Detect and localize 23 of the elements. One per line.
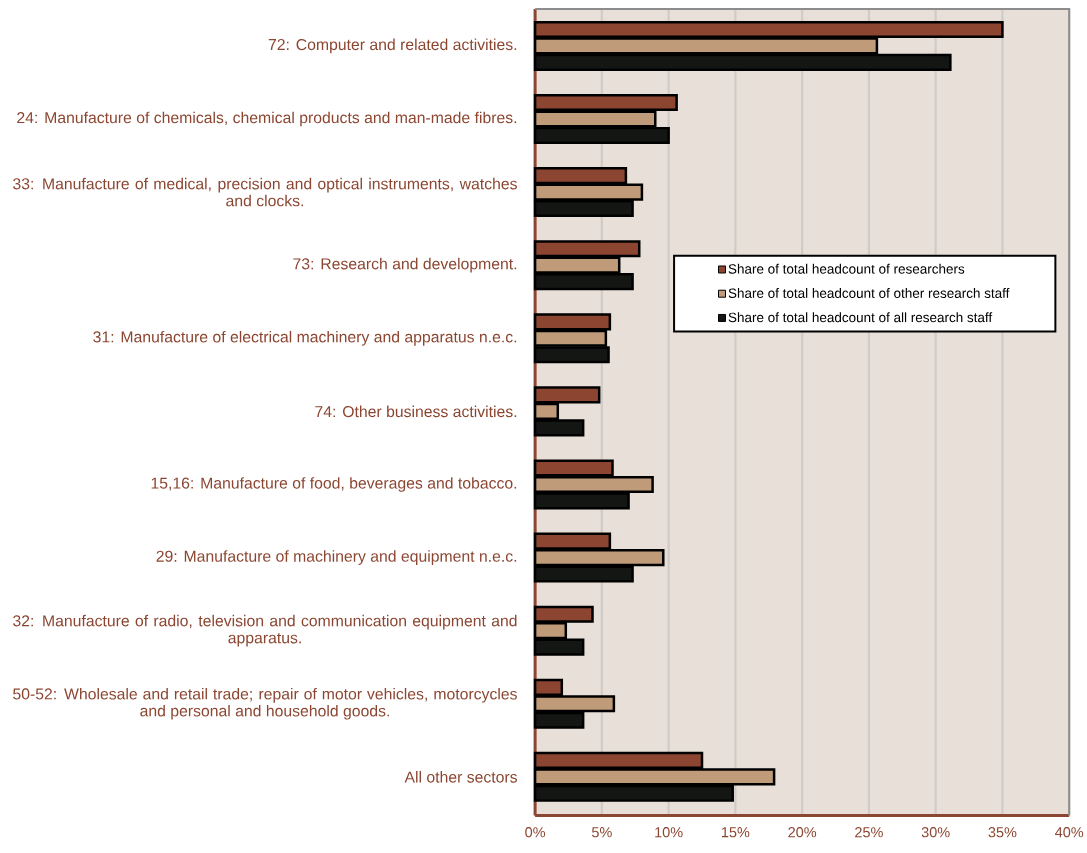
- y-tick-label: 73: Research and development.: [293, 258, 517, 273]
- legend-label: Share of total headcount of other research staff: [728, 288, 1010, 299]
- legend-label: Share of total headcount of researchers: [728, 264, 965, 274]
- x-tick-label: 5%: [591, 827, 612, 838]
- y-tick-label: 74: Other business activities.: [315, 405, 517, 418]
- x-tick-label: 15%: [721, 827, 750, 838]
- y-tick-label: 72: Computer and related activities.: [268, 38, 517, 54]
- x-tick-label: 10%: [655, 827, 683, 838]
- x-tick-label: 20%: [788, 827, 817, 838]
- y-tick-label: 32: Manufacture of radio, television and communication equipment and apparatus.: [13, 615, 517, 647]
- y-tick-label: 24: Manufacture of chemicals, chemical products and man-made fibres.: [17, 111, 517, 127]
- x-tick-label: 25%: [855, 827, 883, 838]
- y-tick-label: 33: Manufacture of medical, precision and optical instruments, watches and clocks.: [13, 178, 517, 207]
- x-tick-label: 35%: [988, 827, 1017, 838]
- x-tick-label: 0%: [525, 827, 546, 838]
- x-tick-label: 40%: [1055, 827, 1084, 838]
- y-tick-label: All other sectors: [404, 771, 517, 783]
- y-tick-label: 50-52: Wholesale and retail trade; repair of motor vehicles, motorcycles and personal and household goods.: [13, 688, 517, 720]
- x-tick-label: 30%: [921, 827, 950, 838]
- y-tick-label: 15,16: Manufacture of food, beverages and tobacco.: [151, 477, 517, 493]
- legend-label: Share of total headcount of all research staff: [728, 312, 993, 323]
- y-tick-label: 29: Manufacture of machinery and equipment n.e.c.: [156, 550, 517, 566]
- y-tick-label: 31: Manufacture of electrical machinery and apparatus n.e.c.: [93, 331, 517, 346]
